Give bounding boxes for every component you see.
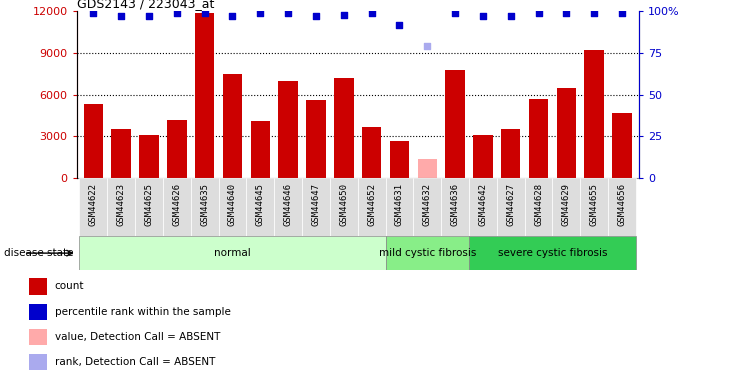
Text: GSM44652: GSM44652 <box>367 183 376 226</box>
Point <box>171 10 182 16</box>
Bar <box>497 178 525 236</box>
Point <box>115 13 127 19</box>
Text: GSM44647: GSM44647 <box>312 183 320 226</box>
Bar <box>163 178 191 236</box>
Text: GSM44656: GSM44656 <box>618 183 626 226</box>
Point <box>616 10 628 16</box>
Bar <box>557 88 576 178</box>
Bar <box>529 99 548 178</box>
Text: GSM44628: GSM44628 <box>534 183 543 226</box>
Bar <box>167 120 187 178</box>
Text: GSM44636: GSM44636 <box>450 183 460 226</box>
Text: GSM44655: GSM44655 <box>590 183 599 226</box>
Bar <box>107 178 135 236</box>
Bar <box>29 354 47 370</box>
Text: GSM44626: GSM44626 <box>172 183 181 226</box>
Bar <box>247 178 274 236</box>
Text: mild cystic fibrosis: mild cystic fibrosis <box>379 248 476 258</box>
Point <box>421 43 433 49</box>
Text: GDS2143 / 223043_at: GDS2143 / 223043_at <box>77 0 214 10</box>
Point <box>477 13 489 19</box>
Point <box>255 10 266 16</box>
Bar <box>29 329 47 345</box>
Point <box>283 10 294 16</box>
Text: GSM44650: GSM44650 <box>339 183 348 226</box>
Text: GSM44642: GSM44642 <box>478 183 488 226</box>
Text: count: count <box>55 281 84 291</box>
Text: GSM44627: GSM44627 <box>506 183 515 226</box>
Text: normal: normal <box>214 248 251 258</box>
Bar <box>195 13 215 178</box>
Bar <box>112 129 131 178</box>
Point <box>310 13 322 19</box>
Text: GSM44645: GSM44645 <box>255 183 265 226</box>
Bar <box>218 178 247 236</box>
Text: percentile rank within the sample: percentile rank within the sample <box>55 307 231 317</box>
Bar <box>334 78 353 178</box>
Text: GSM44632: GSM44632 <box>423 183 431 226</box>
Text: GSM44622: GSM44622 <box>89 183 98 226</box>
Text: GSM44623: GSM44623 <box>117 183 126 226</box>
Bar <box>191 178 218 236</box>
Bar <box>413 178 441 236</box>
Bar <box>223 74 242 178</box>
Point <box>449 10 461 16</box>
Bar <box>80 178 107 236</box>
Bar <box>473 135 493 178</box>
Bar <box>135 178 163 236</box>
Point <box>366 10 377 16</box>
Point <box>88 10 99 16</box>
Point <box>338 12 350 18</box>
Text: rank, Detection Call = ABSENT: rank, Detection Call = ABSENT <box>55 357 215 368</box>
Text: GSM44646: GSM44646 <box>284 183 293 226</box>
Bar <box>469 178 497 236</box>
Bar <box>553 178 580 236</box>
Text: value, Detection Call = ABSENT: value, Detection Call = ABSENT <box>55 332 220 342</box>
Bar <box>525 178 553 236</box>
Bar <box>608 178 636 236</box>
Bar <box>29 304 47 320</box>
Text: GSM44635: GSM44635 <box>200 183 210 226</box>
Text: GSM44640: GSM44640 <box>228 183 237 226</box>
Point <box>533 10 545 16</box>
Bar <box>362 127 381 178</box>
Text: GSM44631: GSM44631 <box>395 183 404 226</box>
Bar <box>302 178 330 236</box>
Point <box>393 22 405 28</box>
Bar <box>469 236 636 270</box>
Point <box>226 13 238 19</box>
Bar <box>80 236 385 270</box>
Bar <box>29 278 47 294</box>
Point <box>505 13 517 19</box>
Bar <box>390 141 410 178</box>
Bar <box>274 178 302 236</box>
Bar <box>139 135 158 178</box>
Bar <box>612 113 631 178</box>
Bar <box>385 236 469 270</box>
Bar <box>358 178 385 236</box>
Bar <box>501 129 520 178</box>
Point <box>561 10 572 16</box>
Bar <box>445 70 465 178</box>
Bar <box>580 178 608 236</box>
Point <box>143 13 155 19</box>
Text: GSM44625: GSM44625 <box>145 183 153 226</box>
Point <box>199 10 210 16</box>
Text: severe cystic fibrosis: severe cystic fibrosis <box>498 248 607 258</box>
Bar <box>278 81 298 178</box>
Text: GSM44629: GSM44629 <box>562 183 571 226</box>
Bar <box>306 100 326 178</box>
Bar <box>385 178 413 236</box>
Bar <box>585 50 604 178</box>
Bar <box>250 121 270 178</box>
Point <box>588 10 600 16</box>
Bar <box>330 178 358 236</box>
Bar <box>441 178 469 236</box>
Bar <box>84 104 103 178</box>
Bar <box>418 159 437 178</box>
Text: disease state: disease state <box>4 248 73 258</box>
